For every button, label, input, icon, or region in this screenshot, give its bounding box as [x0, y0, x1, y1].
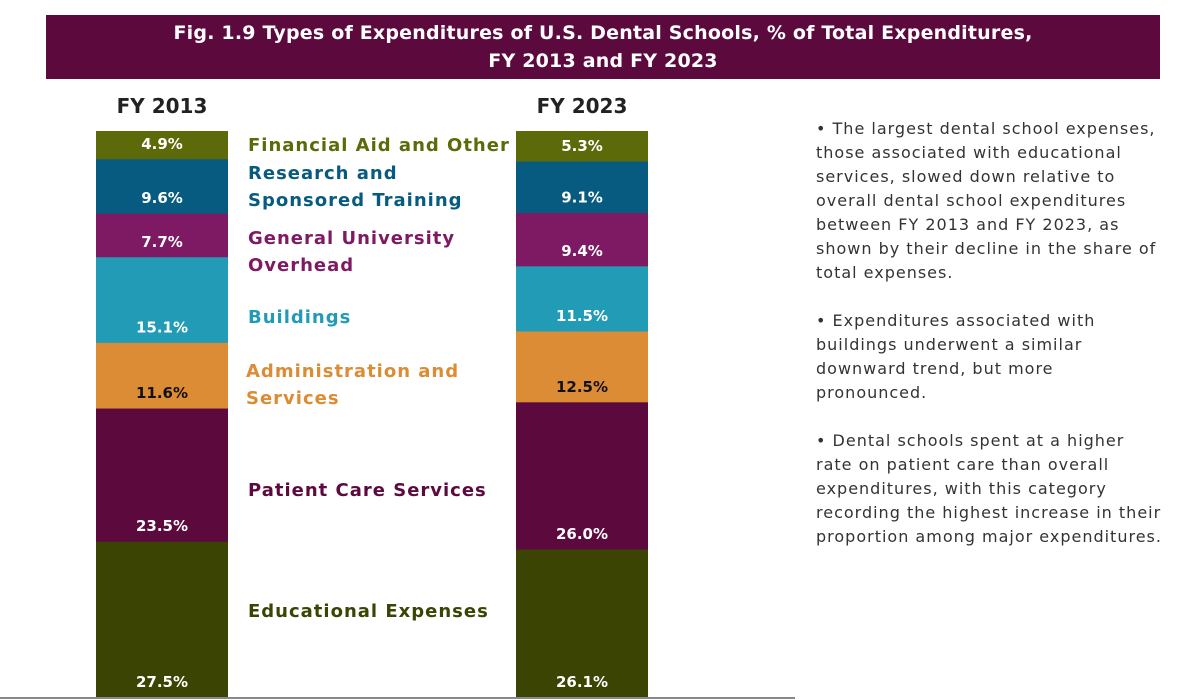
chart-title-line-1: Fig. 1.9 Types of Expenditures of U.S. D…: [173, 22, 1033, 44]
chart-title: Fig. 1.9 Types of Expenditures of U.S. D…: [46, 15, 1160, 79]
bar-segment-administration-and-services-fy-2023: [516, 330, 648, 403]
bar-segment-patient-care-services-fy-2023: [516, 401, 648, 550]
label-educational: Educational Expenses: [248, 601, 489, 622]
commentary: • The largest dental school expenses, th…: [816, 117, 1166, 573]
data-label-patient-care-services-fy-2023: 26.0%: [556, 525, 608, 543]
label-patient-care: Patient Care Services: [248, 480, 487, 501]
data-label-general-university-overhead-fy-2013: 7.7%: [141, 233, 183, 251]
label-research: Research and Sponsored Training: [248, 163, 463, 211]
bar-segment-buildings-fy-2013: [96, 256, 228, 343]
column-header-fy2013: FY 2013: [116, 94, 208, 118]
data-label-financial-aid-and-other-fy-2023: 5.3%: [561, 137, 603, 155]
column-header-fy2023: FY 2023: [536, 94, 628, 118]
data-label-administration-and-services-fy-2023: 12.5%: [556, 378, 608, 396]
bar-segment-research-and-sponsored-training-fy-2013: [96, 158, 228, 214]
bar-segment-buildings-fy-2023: [516, 265, 648, 332]
bar-segment-educational-expenses-fy-2023: [516, 549, 648, 698]
data-label-buildings-fy-2013: 15.1%: [136, 318, 188, 336]
label-overhead: General University Overhead: [248, 228, 456, 276]
bar-segment-patient-care-services-fy-2013: [96, 408, 228, 542]
bar-segment-general-university-overhead-fy-2023: [516, 212, 648, 267]
bar-segment-financial-aid-and-other-fy-2013: [96, 131, 228, 160]
data-label-research-and-sponsored-training-fy-2013: 9.6%: [141, 189, 183, 207]
data-label-educational-expenses-fy-2013: 27.5%: [136, 673, 188, 691]
data-label-general-university-overhead-fy-2023: 9.4%: [561, 242, 603, 260]
data-label-administration-and-services-fy-2013: 11.6%: [136, 384, 188, 402]
bullet-point-2: • Expenditures associated with buildings…: [816, 311, 1096, 402]
data-label-educational-expenses-fy-2023: 26.1%: [556, 673, 608, 691]
bar-segment-educational-expenses-fy-2013: [96, 541, 228, 698]
label-financial-aid: Financial Aid and Other: [248, 135, 510, 156]
bullet-point-1: • The largest dental school expenses, th…: [816, 119, 1157, 282]
bar-segment-financial-aid-and-other-fy-2023: [516, 131, 648, 162]
bullet-point-3: • Dental schools spent at a higher rate …: [816, 431, 1162, 546]
data-label-research-and-sponsored-training-fy-2023: 9.1%: [561, 189, 603, 207]
bar-segment-research-and-sponsored-training-fy-2023: [516, 161, 648, 214]
baseline-rule: [0, 697, 795, 699]
label-administration: Administration and Services: [246, 361, 460, 409]
chart-title-line-2: FY 2013 and FY 2023: [488, 50, 718, 72]
bar-segment-general-university-overhead-fy-2013: [96, 213, 228, 258]
bar-segment-administration-and-services-fy-2013: [96, 342, 228, 409]
data-label-buildings-fy-2023: 11.5%: [556, 307, 608, 325]
data-label-financial-aid-and-other-fy-2013: 4.9%: [141, 135, 183, 153]
data-label-patient-care-services-fy-2013: 23.5%: [136, 517, 188, 535]
label-buildings: Buildings: [248, 307, 352, 328]
